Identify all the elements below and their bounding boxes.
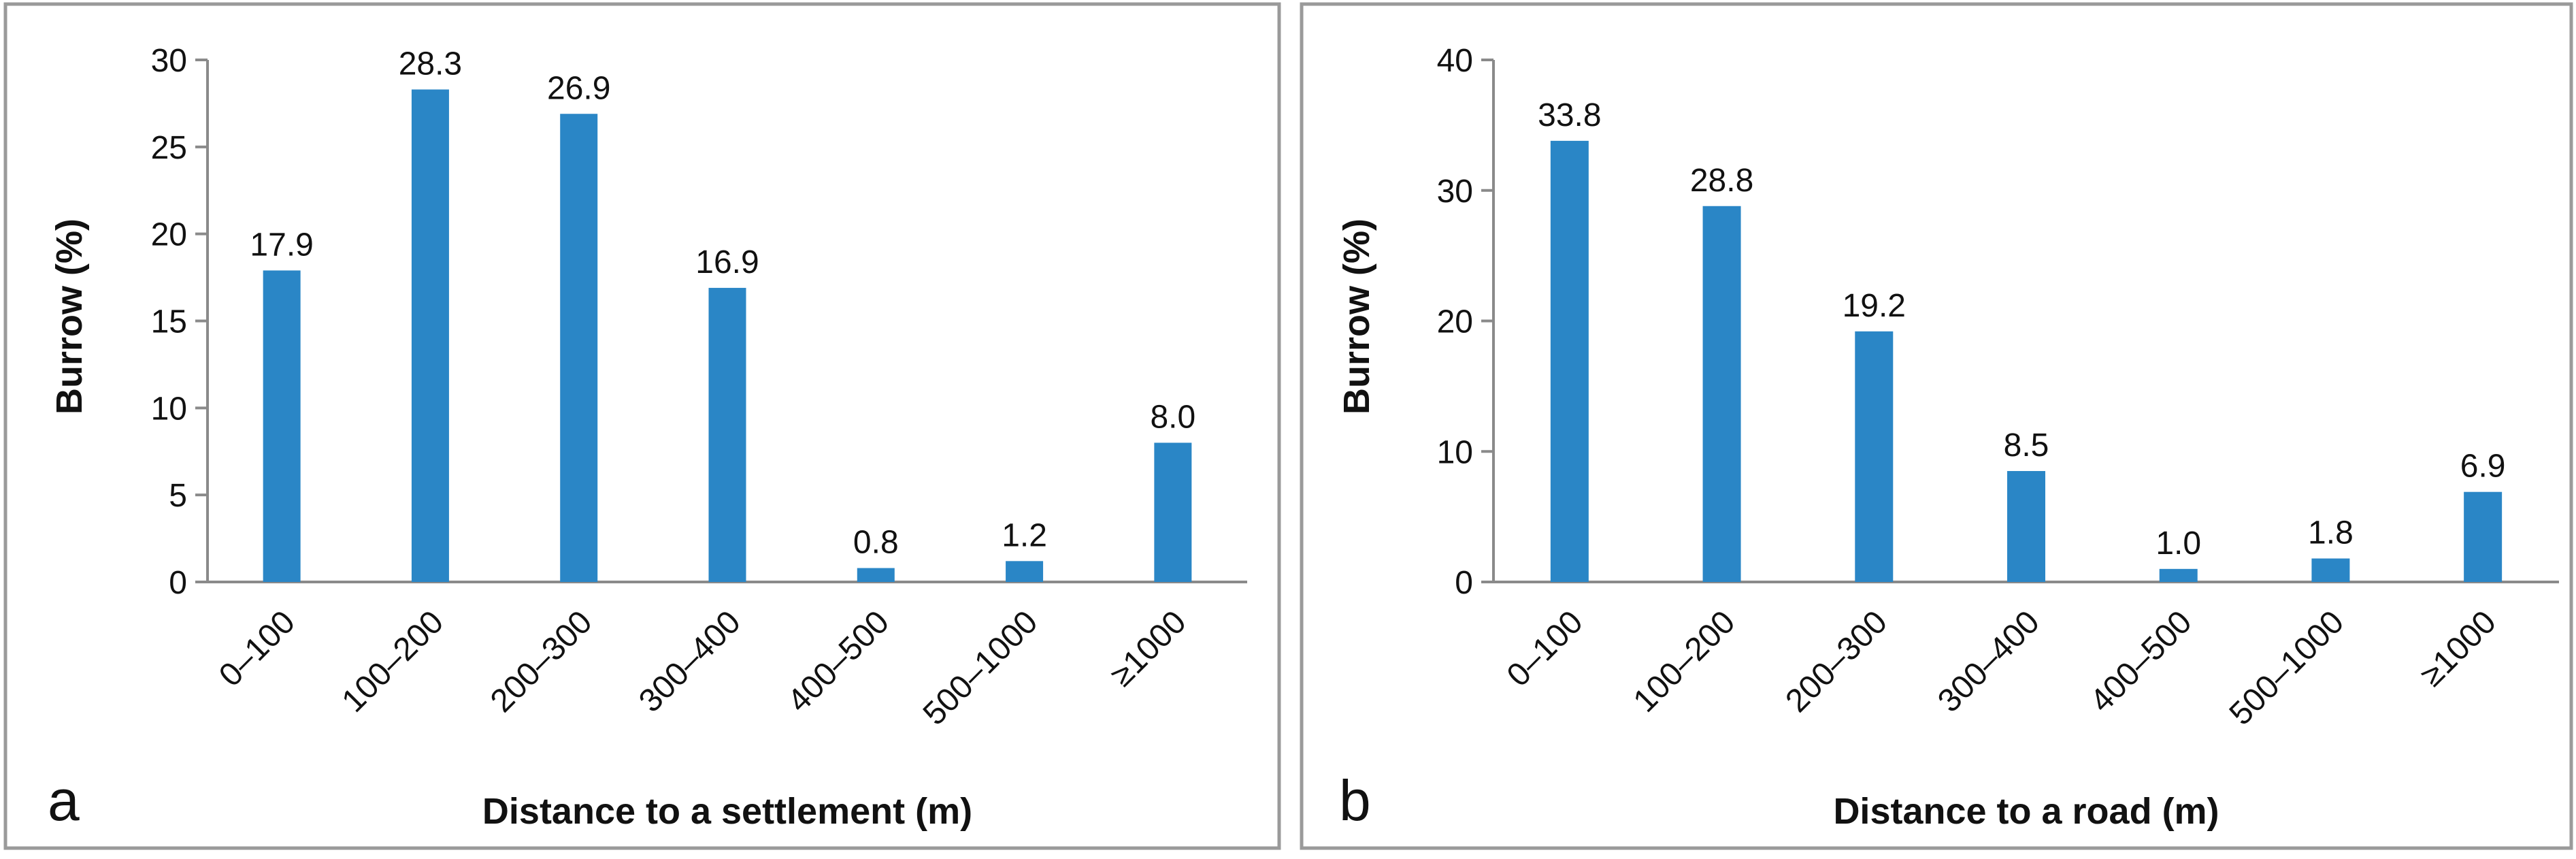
panel-b-bar [2464, 491, 2503, 582]
panel-b-y-tick-label: 40 [1437, 43, 1473, 79]
panel-b-bar [1550, 140, 1589, 582]
panel-b-x-tick-label: 100–200 [1627, 604, 1743, 719]
panel-a-y-axis-label: Burrow (%) [49, 218, 90, 415]
panel-b-bar-value-label: 1.8 [2308, 515, 2354, 551]
panel-b-x-tick-label: 400–500 [2083, 604, 2199, 719]
panel-a-bars: 17.9 0–100 28.3 100–200 26.9 200–300 16.9 300–4… [212, 46, 1195, 732]
panel-b-x-tick-label: 200–300 [1779, 604, 1894, 719]
panel-a-bar-value-label: 8.0 [1150, 399, 1195, 435]
panel-a-x-axis-label: Distance to a settlement (m) [482, 791, 972, 832]
panel-a-bar [411, 89, 449, 583]
panel-a-bar [560, 114, 598, 583]
panel-b-bar [2159, 568, 2198, 582]
panel-b-y-tick-label: 0 [1455, 565, 1473, 601]
panel-a-letter: a [48, 768, 80, 832]
panel-b-y-axis-label: Burrow (%) [1336, 218, 1377, 415]
panel-a: a Burrow (%) Distance to a settlement (m… [3, 2, 1281, 850]
panel-b-bar-value-label: 19.2 [1843, 288, 1906, 324]
panel-b-axes: 0 10 20 30 40 [1437, 43, 2559, 601]
panel-b-frame [1300, 2, 2573, 850]
panel-a-x-tick-label: 200–300 [484, 604, 599, 719]
panel-b: b Burrow (%) Distance to a road (m) 0 10 2… [1300, 2, 2573, 850]
panel-a-bar-value-label: 1.2 [1002, 517, 1047, 553]
panel-b-x-tick-label: ≥1000 [2413, 604, 2503, 694]
panel-a-bar [708, 287, 746, 582]
panel-a-bar-value-label: 26.9 [547, 70, 610, 106]
panel-b-bar-value-label: 1.0 [2156, 525, 2201, 562]
panel-a-y-tick-label: 0 [169, 565, 187, 601]
panel-a-bar-value-label: 0.8 [853, 525, 899, 561]
panel-a-bar [1154, 442, 1192, 582]
panel-a-bar-value-label: 28.3 [399, 46, 462, 82]
panel-a-y-tick-label: 20 [151, 217, 187, 253]
panel-b-letter: b [1339, 768, 1371, 832]
panel-b-y-tick-label: 20 [1437, 304, 1473, 340]
panel-a-x-tick-label: 300–400 [632, 604, 748, 719]
panel-a-frame [3, 2, 1281, 850]
panel-b-x-axis-label: Distance to a road (m) [1833, 791, 2219, 832]
panel-b-bars: 33.8 0–100 28.8 100–200 19.2 200–300 8.5 300–40… [1500, 97, 2506, 732]
panel-a-y-tick-label: 25 [151, 130, 187, 166]
panel-b-x-tick-label: 0–100 [1500, 604, 1590, 694]
panel-b-x-tick-label: 300–400 [1931, 604, 2047, 719]
panel-b-bar-value-label: 28.8 [1690, 163, 1753, 199]
panel-a-x-tick-label: 500–1000 [917, 604, 1044, 732]
panel-a-bar [857, 568, 895, 582]
panel-b-bar-value-label: 33.8 [1538, 97, 1601, 133]
panel-a-y-tick-label: 15 [151, 304, 187, 340]
panel-a-bar [1006, 561, 1044, 582]
panel-a-bar [263, 270, 301, 582]
panel-b-bar [1855, 331, 1894, 582]
panel-b-bar [2311, 558, 2350, 582]
panel-a-y-tick-label: 30 [151, 43, 187, 79]
panel-a-x-tick-label: 100–200 [335, 604, 451, 719]
panel-b-bar [1702, 206, 1741, 582]
panel-a-axes: 0 5 10 15 20 25 30 [151, 43, 1247, 601]
panel-b-y-tick-label: 30 [1437, 174, 1473, 210]
panel-a-bar-value-label: 17.9 [250, 227, 313, 263]
panel-a-y-tick-label: 5 [169, 478, 187, 514]
panel-a-x-tick-label: ≥1000 [1104, 604, 1193, 694]
panel-a-y-tick-label: 10 [151, 391, 187, 427]
panel-b-x-tick-label: 500–1000 [2223, 604, 2351, 732]
panel-a-x-tick-label: 400–500 [780, 604, 896, 719]
panel-b-bar-value-label: 6.9 [2460, 449, 2506, 485]
panel-a-bar-value-label: 16.9 [695, 244, 759, 280]
panel-b-bar-value-label: 8.5 [2004, 427, 2049, 464]
panel-b-bar [2007, 471, 2045, 582]
panel-a-x-tick-label: 0–100 [212, 604, 302, 694]
panel-b-y-tick-label: 10 [1437, 434, 1473, 470]
